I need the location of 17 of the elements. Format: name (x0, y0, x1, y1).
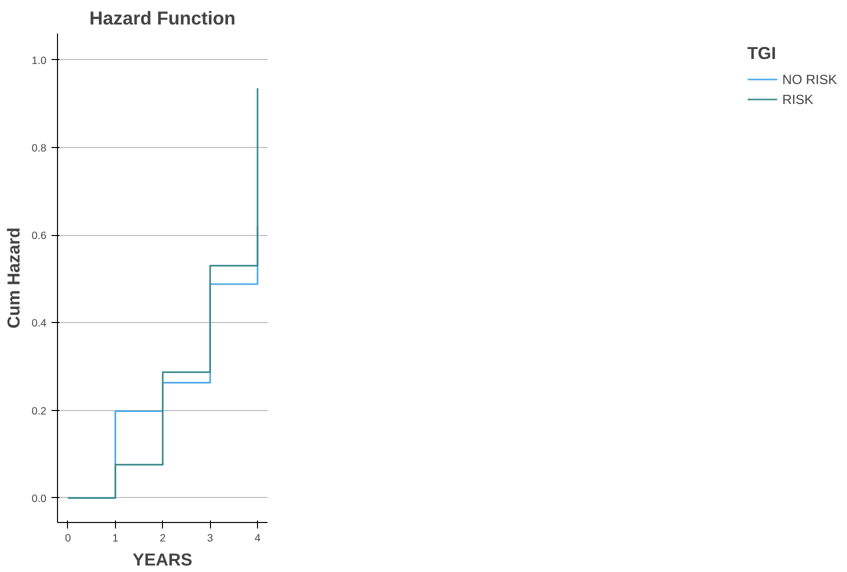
y-axis-title: Cum Hazard (4, 227, 24, 329)
x-tick-label: 0 (64, 532, 71, 544)
legend-label: NO RISK (782, 72, 837, 86)
legend-label: RISK (782, 92, 814, 106)
x-tick-label: 1 (112, 532, 118, 544)
x-tick-label: 2 (160, 532, 166, 544)
x-tick-label: 3 (207, 532, 214, 544)
y-tick-label: 0.8 (32, 142, 47, 154)
y-tick-label: 0.0 (32, 492, 47, 505)
y-tick-label: 0.2 (32, 405, 47, 418)
y-tick-label: 1.0 (32, 54, 47, 67)
x-axis-title: YEARS (132, 550, 192, 570)
chart-title: Hazard Function (89, 8, 236, 28)
y-tick-label: 0.4 (32, 318, 47, 330)
y-tick-label: 0.6 (32, 230, 47, 242)
legend-title: TGI (747, 43, 778, 64)
x-tick-label: 4 (254, 532, 261, 544)
